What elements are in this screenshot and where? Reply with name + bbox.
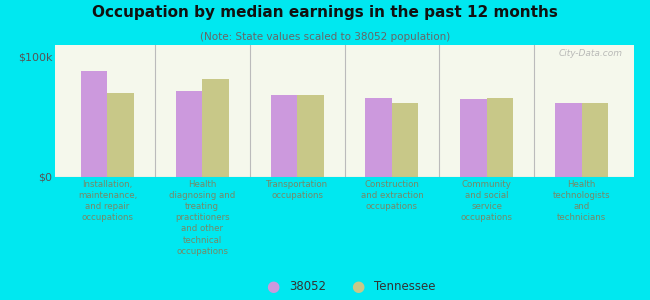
Text: ●: ● <box>351 279 364 294</box>
Text: Occupation by median earnings in the past 12 months: Occupation by median earnings in the pas… <box>92 4 558 20</box>
Bar <box>392 103 419 177</box>
Bar <box>365 98 392 177</box>
Bar <box>81 71 107 177</box>
Text: 38052: 38052 <box>289 280 326 293</box>
Text: Health
diagnosing and
treating
practitioners
and other
technical
occupations: Health diagnosing and treating practitio… <box>169 180 235 256</box>
Bar <box>270 95 297 177</box>
Bar <box>555 103 582 177</box>
Text: City-Data.com: City-Data.com <box>558 49 622 58</box>
Bar <box>297 95 324 177</box>
Text: ●: ● <box>266 279 280 294</box>
Bar <box>460 99 487 177</box>
Bar <box>487 98 514 177</box>
Text: Tennessee: Tennessee <box>374 280 436 293</box>
Text: Installation,
maintenance,
and repair
occupations: Installation, maintenance, and repair oc… <box>78 180 137 222</box>
Bar <box>176 91 202 177</box>
Text: Construction
and extraction
occupations: Construction and extraction occupations <box>361 180 423 211</box>
Text: (Note: State values scaled to 38052 population): (Note: State values scaled to 38052 popu… <box>200 32 450 41</box>
Text: Community
and social
service
occupations: Community and social service occupations <box>461 180 513 222</box>
Bar <box>202 79 229 177</box>
Text: Transportation
occupations: Transportation occupations <box>266 180 328 200</box>
Bar <box>582 103 608 177</box>
Bar <box>107 93 134 177</box>
Text: Health
technologists
and
technicians: Health technologists and technicians <box>552 180 610 222</box>
